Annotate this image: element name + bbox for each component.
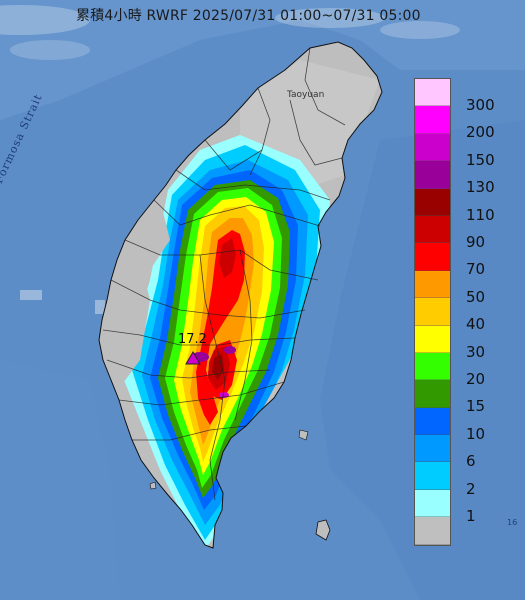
legend-label: 20 — [466, 370, 486, 388]
legend-swatch — [415, 352, 450, 381]
legend-label: 1 — [466, 507, 476, 525]
legend-label: 90 — [466, 233, 486, 251]
legend-label: 50 — [466, 287, 486, 306]
legend-swatch — [415, 161, 450, 189]
legend-label: 200 — [466, 123, 495, 142]
corner-label: 16 — [507, 518, 518, 527]
legend-swatch — [415, 407, 450, 436]
legend-swatch — [415, 133, 450, 162]
legend-swatch — [415, 188, 450, 216]
legend-swatch — [415, 79, 450, 107]
legend-swatch — [415, 489, 450, 518]
legend-swatch — [415, 106, 450, 134]
legend-label: 15 — [466, 397, 486, 416]
legend-label: 110 — [466, 205, 495, 224]
legend-swatch — [415, 215, 450, 244]
station-marker — [185, 351, 201, 365]
legend-label: 70 — [466, 260, 486, 279]
map-title: 累積4小時 RWRF 2025/07/31 01:00~07/31 05:00 — [76, 8, 421, 24]
legend-label: 30 — [466, 342, 486, 361]
legend-swatch — [415, 517, 450, 545]
legend-colorbar — [414, 78, 451, 546]
city-label: Taoyuan — [287, 90, 325, 100]
legend-swatch — [415, 243, 450, 271]
legend-label: 150 — [466, 150, 495, 169]
legend-swatch — [415, 325, 450, 353]
legend-swatch — [415, 462, 450, 490]
legend-label: 300 — [466, 96, 495, 114]
legend-label: 40 — [466, 315, 486, 334]
legend-swatch — [415, 298, 450, 326]
legend-swatch — [415, 270, 450, 299]
legend-swatch — [415, 380, 450, 408]
legend-label: 10 — [466, 424, 486, 443]
station-value: 17.2 — [178, 332, 207, 347]
legend-swatch — [415, 435, 450, 463]
legend-label: 2 — [466, 479, 476, 498]
legend-label: 6 — [466, 452, 476, 471]
legend-label: 130 — [466, 178, 495, 197]
